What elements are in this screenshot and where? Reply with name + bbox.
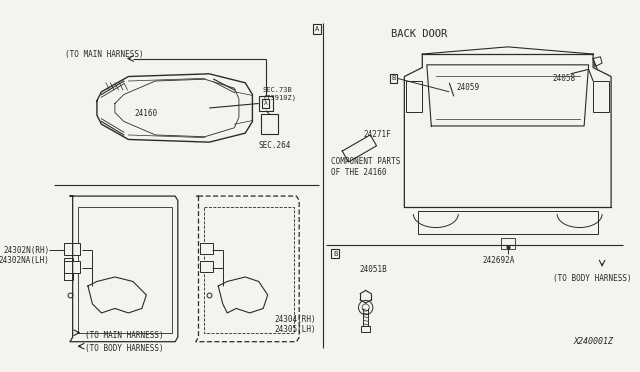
Text: 24058: 24058 [553, 74, 576, 83]
Bar [204, 207, 294, 333]
Text: (TO MAIN HARNESS): (TO MAIN HARNESS) [85, 331, 164, 340]
Bar [200, 243, 213, 254]
Bar [200, 261, 213, 272]
Bar [500, 238, 515, 249]
Text: A: A [315, 26, 319, 32]
Text: 24059: 24059 [456, 83, 479, 92]
Bar [406, 81, 422, 112]
Bar [260, 114, 278, 134]
Bar [63, 243, 80, 256]
Text: (TO BODY HARNESS): (TO BODY HARNESS) [85, 344, 164, 353]
Text: (TO BODY HARNESS): (TO BODY HARNESS) [553, 274, 631, 283]
Bar [63, 258, 73, 280]
Text: 24051B: 24051B [360, 265, 387, 274]
Text: 24304(RH)
24305(LH): 24304(RH) 24305(LH) [274, 315, 316, 334]
Bar [63, 261, 80, 273]
Text: B: B [392, 75, 396, 81]
Text: 24160: 24160 [135, 109, 158, 118]
Text: BACK DOOR: BACK DOOR [391, 29, 447, 39]
Text: X240001Z: X240001Z [574, 337, 614, 346]
Text: 242692A: 242692A [483, 256, 515, 265]
Text: SEC.264: SEC.264 [259, 141, 291, 150]
Bar [78, 207, 172, 333]
Bar [361, 326, 370, 332]
Text: B: B [333, 251, 337, 257]
Bar [259, 96, 273, 111]
Text: A: A [264, 101, 268, 106]
Text: (TO MAIN HARNESS): (TO MAIN HARNESS) [65, 49, 144, 58]
Bar [593, 81, 609, 112]
Text: COMPONENT PARTS
OF THE 24160: COMPONENT PARTS OF THE 24160 [331, 157, 400, 177]
Text: 24302N(RH)
24302NA(LH): 24302N(RH) 24302NA(LH) [0, 246, 49, 265]
Text: SEC.73B
(73910Z): SEC.73B (73910Z) [262, 87, 296, 101]
Bar [418, 211, 598, 234]
Text: 24271F: 24271F [364, 131, 392, 140]
